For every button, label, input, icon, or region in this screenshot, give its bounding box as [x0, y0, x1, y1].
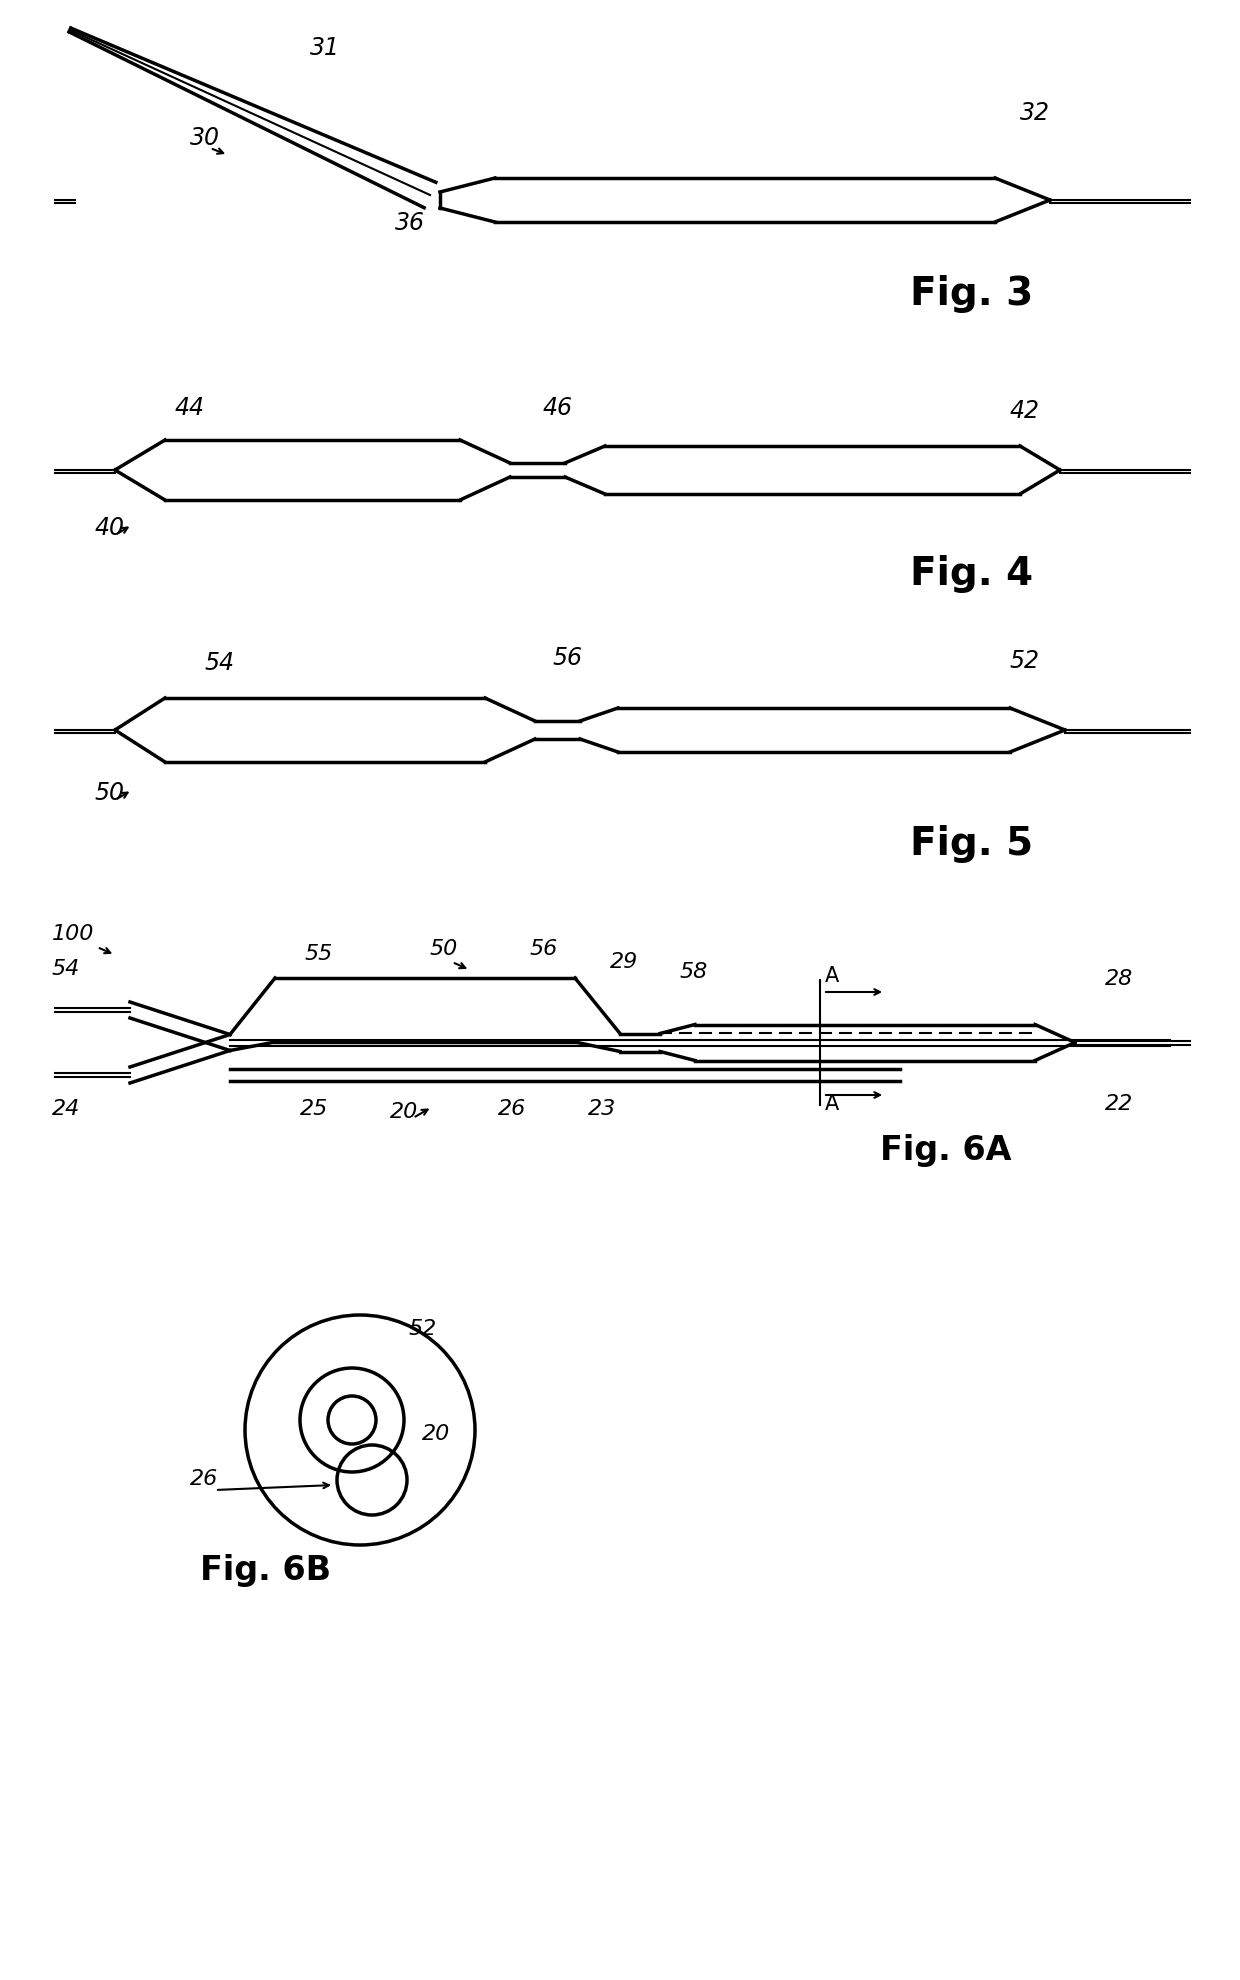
Text: 20: 20 [391, 1103, 418, 1123]
Text: 50: 50 [95, 780, 125, 806]
Text: 26: 26 [190, 1469, 218, 1489]
Text: Fig. 4: Fig. 4 [910, 554, 1033, 592]
Text: 24: 24 [52, 1099, 81, 1119]
Text: 58: 58 [680, 962, 708, 982]
Text: 29: 29 [610, 952, 639, 972]
Text: 22: 22 [1105, 1095, 1133, 1115]
Text: 56: 56 [529, 939, 558, 958]
Text: 46: 46 [543, 396, 573, 420]
Text: A: A [825, 1095, 839, 1115]
Text: 23: 23 [588, 1099, 616, 1119]
Text: 100: 100 [52, 925, 94, 944]
Text: 54: 54 [52, 958, 81, 978]
Text: 44: 44 [175, 396, 205, 420]
Text: 52: 52 [1011, 649, 1040, 673]
Text: 56: 56 [553, 645, 583, 669]
Text: 40: 40 [95, 517, 125, 541]
Text: 55: 55 [305, 944, 334, 964]
Text: Fig. 3: Fig. 3 [910, 275, 1033, 313]
Text: 20: 20 [422, 1424, 450, 1443]
Text: 36: 36 [396, 212, 425, 236]
Text: 42: 42 [1011, 400, 1040, 424]
Text: 54: 54 [205, 651, 236, 675]
Text: 25: 25 [300, 1099, 329, 1119]
Text: 28: 28 [1105, 968, 1133, 988]
Text: Fig. 5: Fig. 5 [910, 826, 1033, 863]
Text: 50: 50 [430, 939, 459, 958]
Text: 31: 31 [310, 36, 340, 59]
Text: 32: 32 [1021, 101, 1050, 125]
Text: 30: 30 [190, 127, 219, 150]
Text: A: A [825, 966, 839, 986]
Text: 26: 26 [498, 1099, 526, 1119]
Text: 52: 52 [409, 1319, 438, 1338]
Text: Fig. 6A: Fig. 6A [880, 1135, 1012, 1166]
Text: Fig. 6B: Fig. 6B [200, 1554, 331, 1588]
Circle shape [329, 1396, 376, 1443]
